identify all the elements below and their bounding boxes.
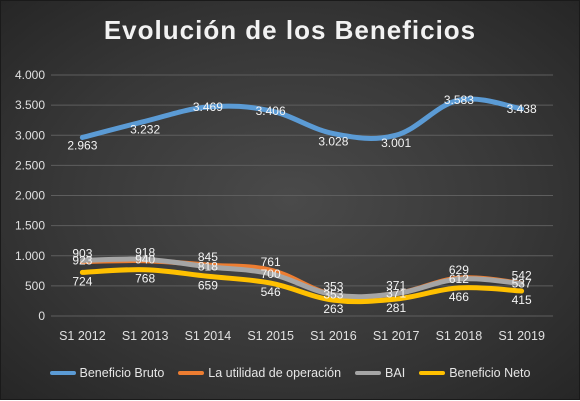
y-tick-label: 3.500	[15, 98, 45, 112]
data-label: 845	[198, 250, 218, 264]
data-point	[520, 289, 524, 293]
data-label: 353	[323, 280, 343, 294]
data-label: 3.406	[256, 104, 286, 118]
series-line-4	[79, 267, 525, 305]
y-tick-label: 4.000	[15, 68, 45, 82]
data-point	[394, 133, 398, 137]
legend-label: La utilidad de operación	[208, 366, 342, 380]
data-label: 659	[198, 278, 218, 292]
data-point	[331, 293, 335, 297]
y-tick-label: 2.500	[15, 158, 45, 172]
legend-item: Beneficio Bruto	[49, 366, 165, 380]
legend-label: Beneficio Neto	[449, 366, 531, 380]
series-line-1	[79, 96, 525, 141]
legend-swatch	[419, 371, 446, 375]
data-label: 353	[323, 288, 343, 302]
data-point	[331, 132, 335, 136]
data-label: 918	[135, 246, 155, 260]
data-label: 3.469	[193, 100, 223, 114]
data-point	[457, 277, 461, 281]
data-label: 818	[198, 260, 218, 274]
data-label: 542	[512, 268, 532, 282]
legend-swatch	[355, 371, 382, 375]
data-label: 415	[512, 293, 532, 307]
data-point	[143, 268, 147, 272]
data-point	[206, 105, 210, 109]
data-point	[394, 292, 398, 296]
x-tick-label: S1 2014	[185, 329, 232, 343]
data-label: 903	[72, 247, 92, 261]
data-point	[269, 109, 273, 113]
legend-swatch	[49, 371, 76, 375]
data-label: 546	[261, 285, 281, 299]
data-point	[457, 286, 461, 290]
legend-label: BAI	[385, 366, 406, 380]
data-point	[520, 107, 524, 111]
data-label: 724	[72, 274, 92, 288]
data-label: 923	[72, 253, 92, 267]
data-label: 281	[386, 301, 406, 315]
data-label: 700	[261, 267, 281, 281]
chart-legend: Beneficio Bruto La utilidad de operación B…	[1, 363, 579, 383]
y-tick-label: 500	[25, 279, 45, 293]
x-tick-label: S1 2017	[373, 329, 420, 343]
data-point	[457, 98, 461, 102]
legend-swatch	[178, 371, 205, 375]
data-label: 940	[135, 252, 155, 266]
x-tick-label: S1 2015	[247, 329, 294, 343]
data-label: 263	[323, 302, 343, 316]
data-point	[80, 270, 84, 274]
data-point	[269, 272, 273, 276]
data-label: 2.963	[67, 138, 97, 152]
data-label: 3.438	[507, 102, 537, 116]
data-point	[143, 119, 147, 123]
y-tick-label: 1.000	[15, 249, 45, 263]
data-label: 466	[449, 290, 469, 304]
x-tick-label: S1 2019	[498, 329, 545, 343]
series-line-3	[79, 256, 525, 300]
legend-item: BAI	[355, 366, 405, 380]
legend-item: Beneficio Neto	[419, 366, 531, 380]
data-point	[80, 135, 84, 139]
data-point	[331, 298, 335, 302]
data-point	[269, 281, 273, 285]
x-tick-label: S1 2012	[59, 329, 106, 343]
data-label: 3.001	[381, 136, 411, 150]
legend-item: La utilidad de operación	[178, 366, 341, 380]
y-tick-label: 2.000	[15, 189, 45, 203]
y-tick-label: 3.000	[15, 128, 45, 142]
data-point	[80, 258, 84, 262]
y-tick-label: 1.500	[15, 219, 45, 233]
x-tick-label: S1 2013	[122, 329, 169, 343]
data-label: 612	[449, 272, 469, 286]
chart-title: Evolución de los Beneficios	[103, 15, 477, 45]
data-label: 761	[261, 255, 281, 269]
data-label: 3.232	[130, 122, 160, 136]
data-point	[206, 274, 210, 278]
data-point	[143, 257, 147, 261]
data-point	[394, 297, 398, 301]
data-label: 371	[386, 287, 406, 301]
x-tick-label: S1 2016	[310, 329, 357, 343]
data-label: 371	[386, 279, 406, 293]
data-point	[269, 268, 273, 272]
data-label: 537	[512, 277, 532, 291]
data-label: 3.028	[318, 135, 348, 149]
data-point	[206, 265, 210, 269]
data-point	[520, 282, 524, 286]
data-label: 3.583	[444, 93, 474, 107]
data-label: 768	[135, 272, 155, 286]
data-label: 629	[449, 263, 469, 277]
x-tick-label: S1 2018	[436, 329, 483, 343]
legend-label: Beneficio Bruto	[79, 366, 165, 380]
y-tick-label: 0	[38, 309, 45, 323]
